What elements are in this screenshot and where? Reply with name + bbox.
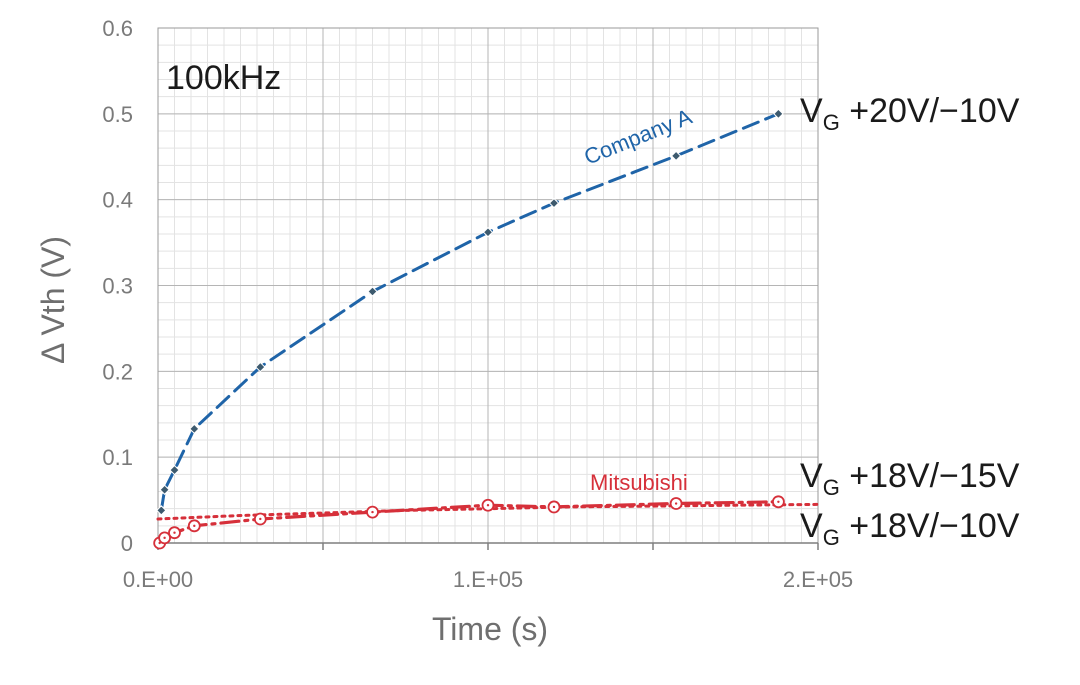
grid bbox=[157, 27, 819, 550]
data-point-company-a bbox=[670, 150, 682, 162]
data-point-mitsubishi-dot bbox=[674, 502, 678, 505]
series bbox=[153, 108, 820, 550]
data-point-mitsubishi-dot bbox=[193, 524, 196, 528]
condition-label-3: VG +18V/−10V bbox=[800, 507, 1020, 550]
condition-3-sub: G bbox=[823, 525, 840, 550]
y-tick-label: 0.4 bbox=[102, 188, 133, 213]
data-point-mitsubishi-dot bbox=[552, 505, 556, 509]
data-point-company-a bbox=[156, 505, 167, 516]
data-point-mitsubishi-dot bbox=[163, 536, 166, 540]
series-line-0 bbox=[159, 112, 780, 512]
y-tick-label: 0.3 bbox=[102, 274, 133, 299]
condition-1-rest: +20V/−10V bbox=[840, 92, 1020, 130]
y-tick-label: 0.1 bbox=[102, 445, 133, 470]
x-tick-label: 2.E+05 bbox=[783, 567, 853, 592]
condition-2-sub: G bbox=[823, 475, 840, 500]
y-axis-title: Δ Vth (V) bbox=[35, 236, 71, 364]
condition-1-sub: G bbox=[823, 110, 840, 135]
data-point-company-a bbox=[548, 197, 560, 209]
data-point-company-a bbox=[255, 361, 266, 373]
y-tick-label: 0.6 bbox=[102, 16, 133, 41]
data-point-company-a bbox=[367, 286, 378, 297]
series-label-mitsubishi: Mitsubishi bbox=[590, 470, 688, 495]
data-point-mitsubishi-dot bbox=[371, 510, 374, 514]
data-point-mitsubishi-dot bbox=[777, 500, 780, 503]
x-tick-label: 1.E+05 bbox=[453, 567, 523, 592]
condition-2-v: V bbox=[800, 457, 823, 495]
data-point-mitsubishi-dot bbox=[486, 504, 490, 507]
y-tick-label: 0.2 bbox=[102, 359, 133, 384]
tick-labels: 0 0.1 0.2 0.3 0.4 0.5 0.6 0.E+00 1.E+05 2.E+05 bbox=[102, 16, 853, 592]
y-tick-label: 0 bbox=[121, 531, 133, 556]
y-tick-label: 0.5 bbox=[102, 102, 133, 127]
data-point-company-a bbox=[482, 227, 494, 238]
frequency-annotation: 100kHz bbox=[166, 59, 281, 97]
data-point-mitsubishi-dot bbox=[259, 517, 262, 521]
data-point-mitsubishi-dot bbox=[173, 531, 176, 534]
condition-3-v: V bbox=[800, 507, 823, 545]
condition-1-v: V bbox=[800, 92, 823, 130]
data-point-company-a bbox=[169, 464, 180, 476]
data-point-company-a bbox=[159, 484, 170, 495]
condition-label-1: VG +20V/−10V bbox=[800, 92, 1020, 135]
condition-3-rest: +18V/−10V bbox=[840, 507, 1020, 545]
data-point-company-a bbox=[773, 108, 784, 120]
x-axis-title: Time (s) bbox=[432, 611, 548, 647]
x-tick-label: 0.E+00 bbox=[123, 567, 193, 592]
data-point-company-a bbox=[189, 423, 200, 435]
condition-label-2: VG +18V/−15V bbox=[800, 457, 1020, 500]
condition-2-rest: +18V/−15V bbox=[840, 457, 1020, 495]
